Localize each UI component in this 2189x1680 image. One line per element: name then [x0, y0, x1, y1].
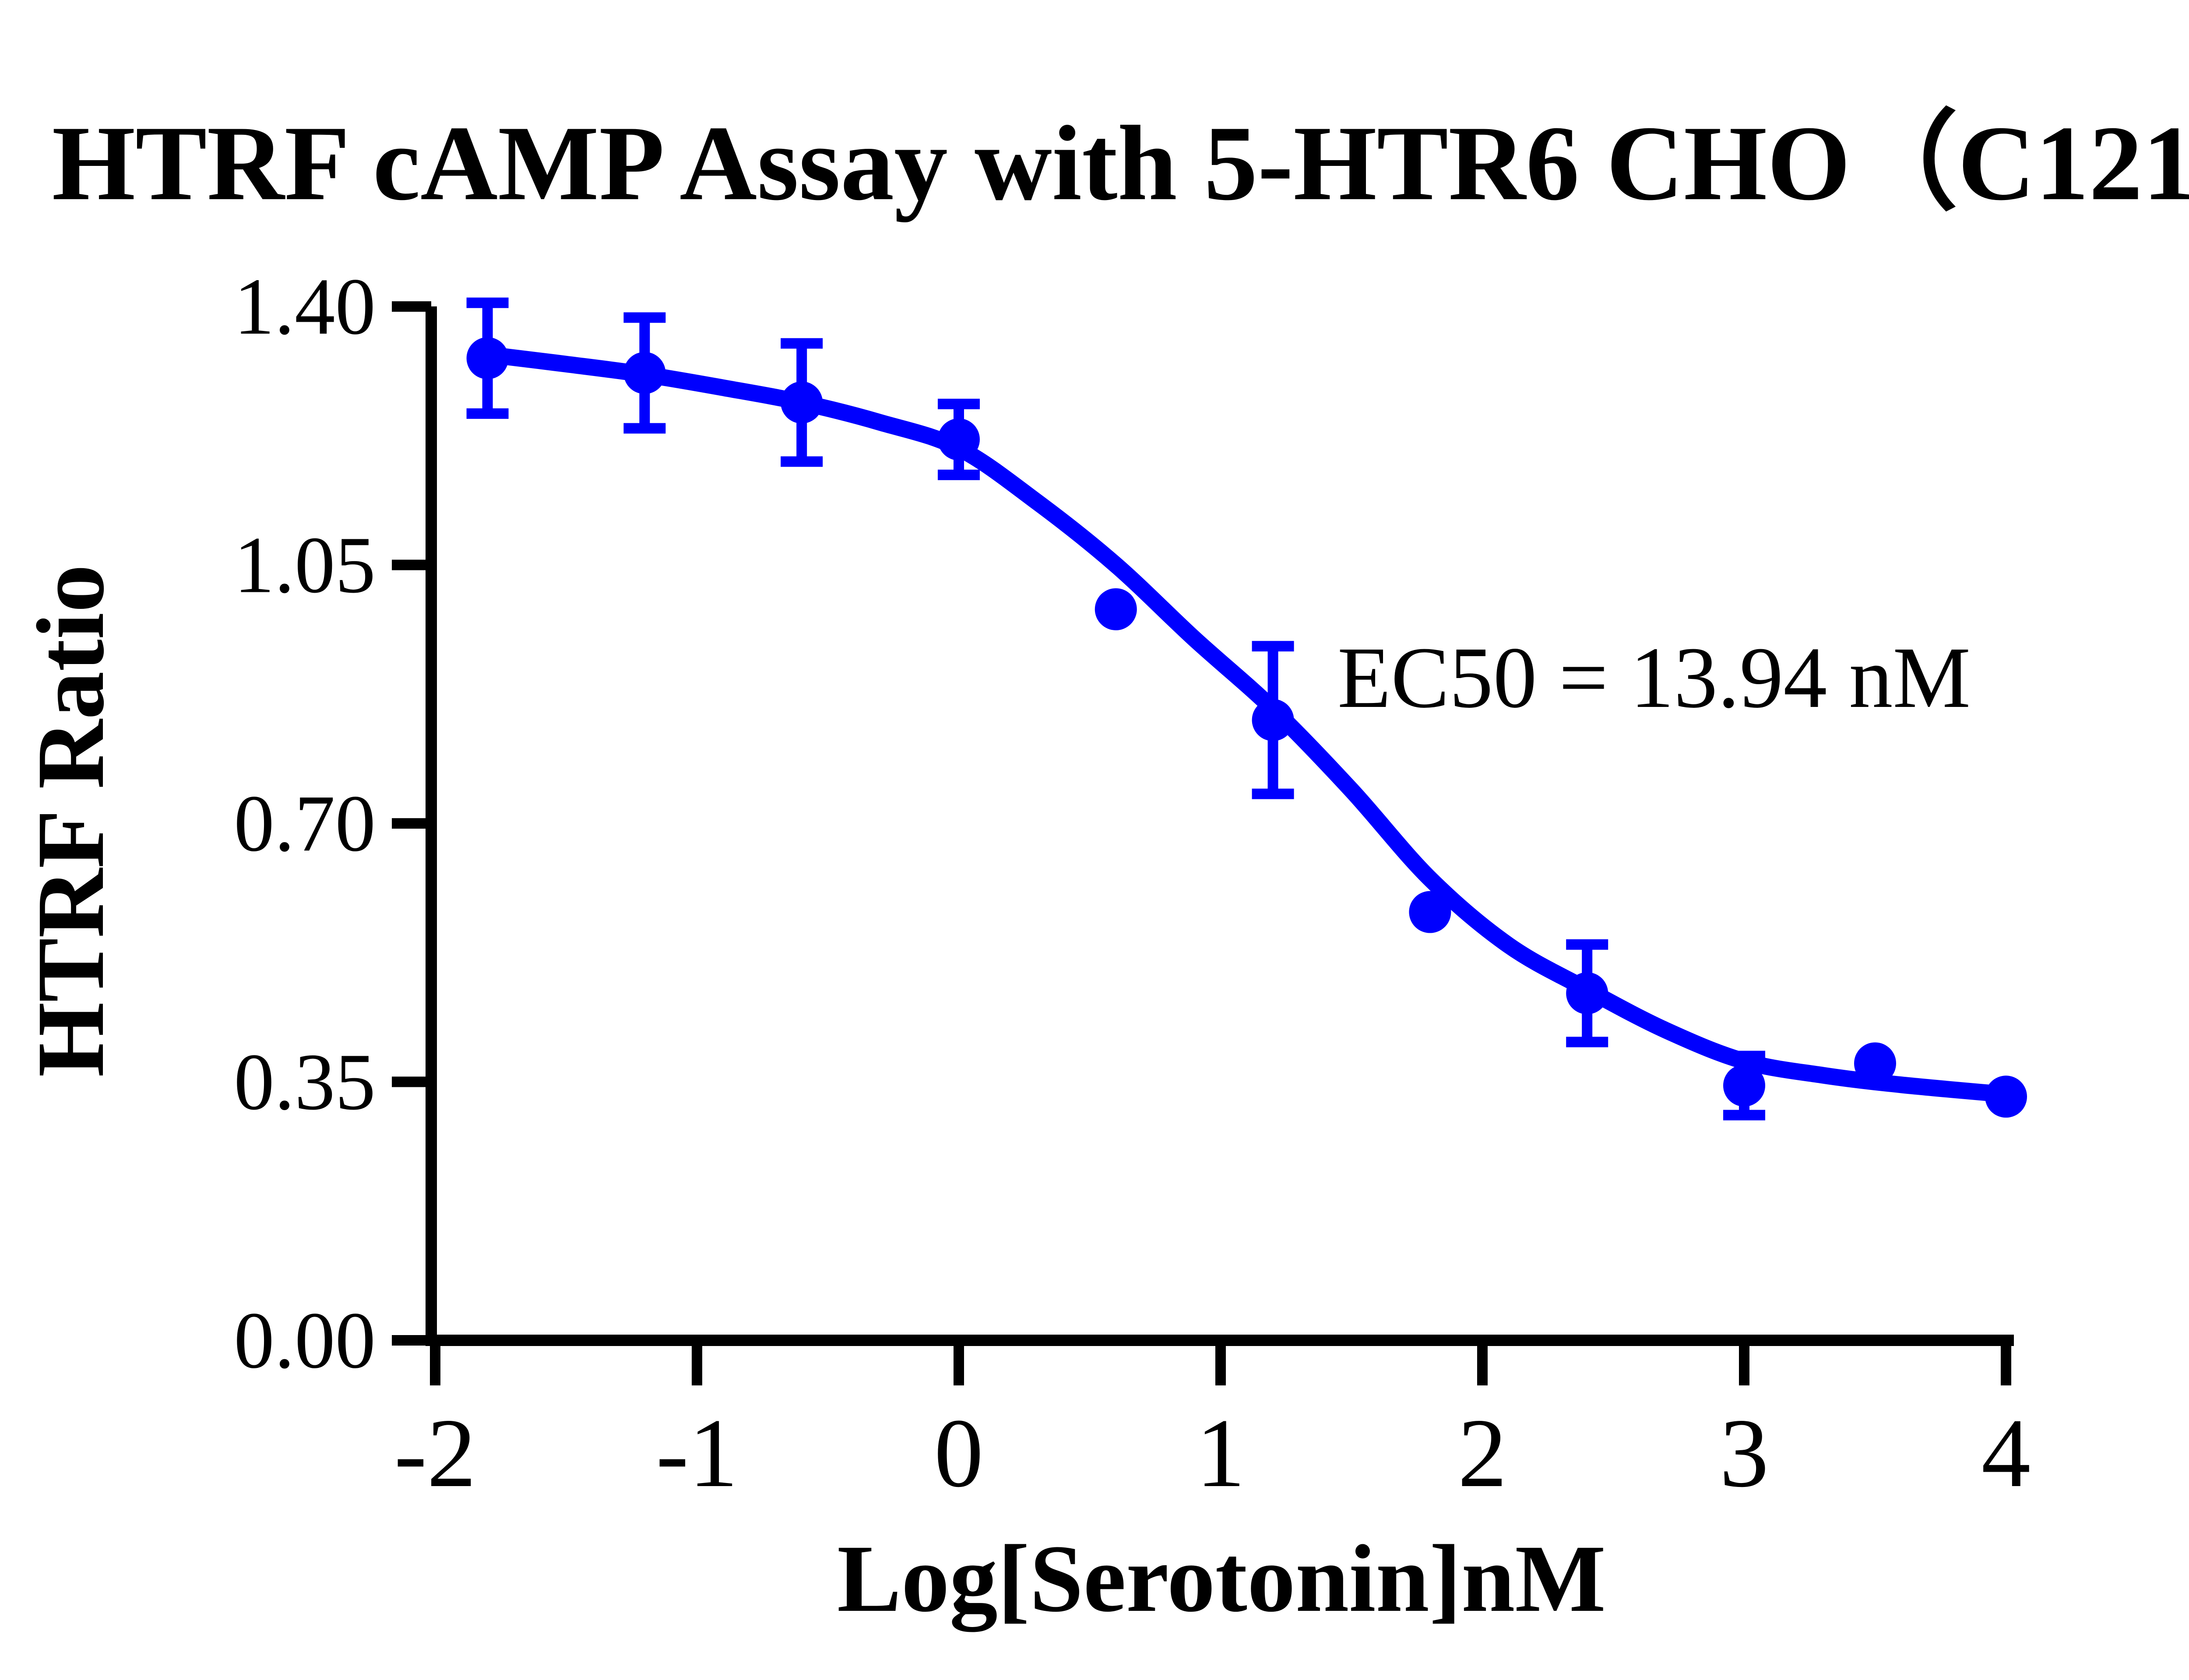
data-point-markers: [466, 337, 2027, 1118]
ec50-annotation: EC50 = 13.94 nM: [1337, 629, 1971, 726]
chart-title: HTRF cAMP Assay with 5-HTR6 CHO（C121）: [52, 104, 2189, 222]
x-tick-label: 1: [1196, 1398, 1246, 1508]
y-axis-ticks: 0.00 0.35 0.70 1.05 1.40: [234, 262, 431, 1385]
x-tick-label: 0: [934, 1398, 984, 1508]
x-tick-label: -2: [394, 1398, 476, 1508]
data-point-marker: [1094, 588, 1137, 630]
data-point-marker: [1252, 699, 1294, 741]
x-tick-label: -1: [656, 1398, 738, 1508]
y-axis-title: HTRF Ratio: [17, 564, 124, 1077]
data-point-marker: [1854, 1042, 1896, 1085]
data-point-marker: [1409, 891, 1451, 933]
x-tick-label: 3: [1720, 1398, 1769, 1508]
data-point-marker: [1723, 1064, 1765, 1107]
data-point-marker: [781, 381, 823, 424]
x-axis-title: Log[Serotonin]nM: [837, 1525, 1606, 1632]
y-tick-label: 0.35: [234, 1037, 376, 1127]
data-point-marker: [1566, 972, 1608, 1015]
data-point-marker: [938, 418, 980, 460]
y-tick-label: 0.70: [234, 779, 376, 868]
fit-curve: [479, 346, 2014, 1103]
data-point-marker: [623, 352, 666, 394]
data-point-marker: [1985, 1075, 2027, 1118]
data-point-marker: [466, 337, 509, 380]
y-tick-label: 1.40: [234, 262, 376, 351]
y-tick-label: 0.00: [234, 1296, 376, 1385]
x-tick-label: 2: [1458, 1398, 1507, 1508]
x-axis-ticks: -2 -1 0 1 2 3 4: [394, 1346, 2031, 1508]
y-tick-label: 1.05: [234, 520, 376, 610]
x-tick-label: 4: [1981, 1398, 2031, 1508]
